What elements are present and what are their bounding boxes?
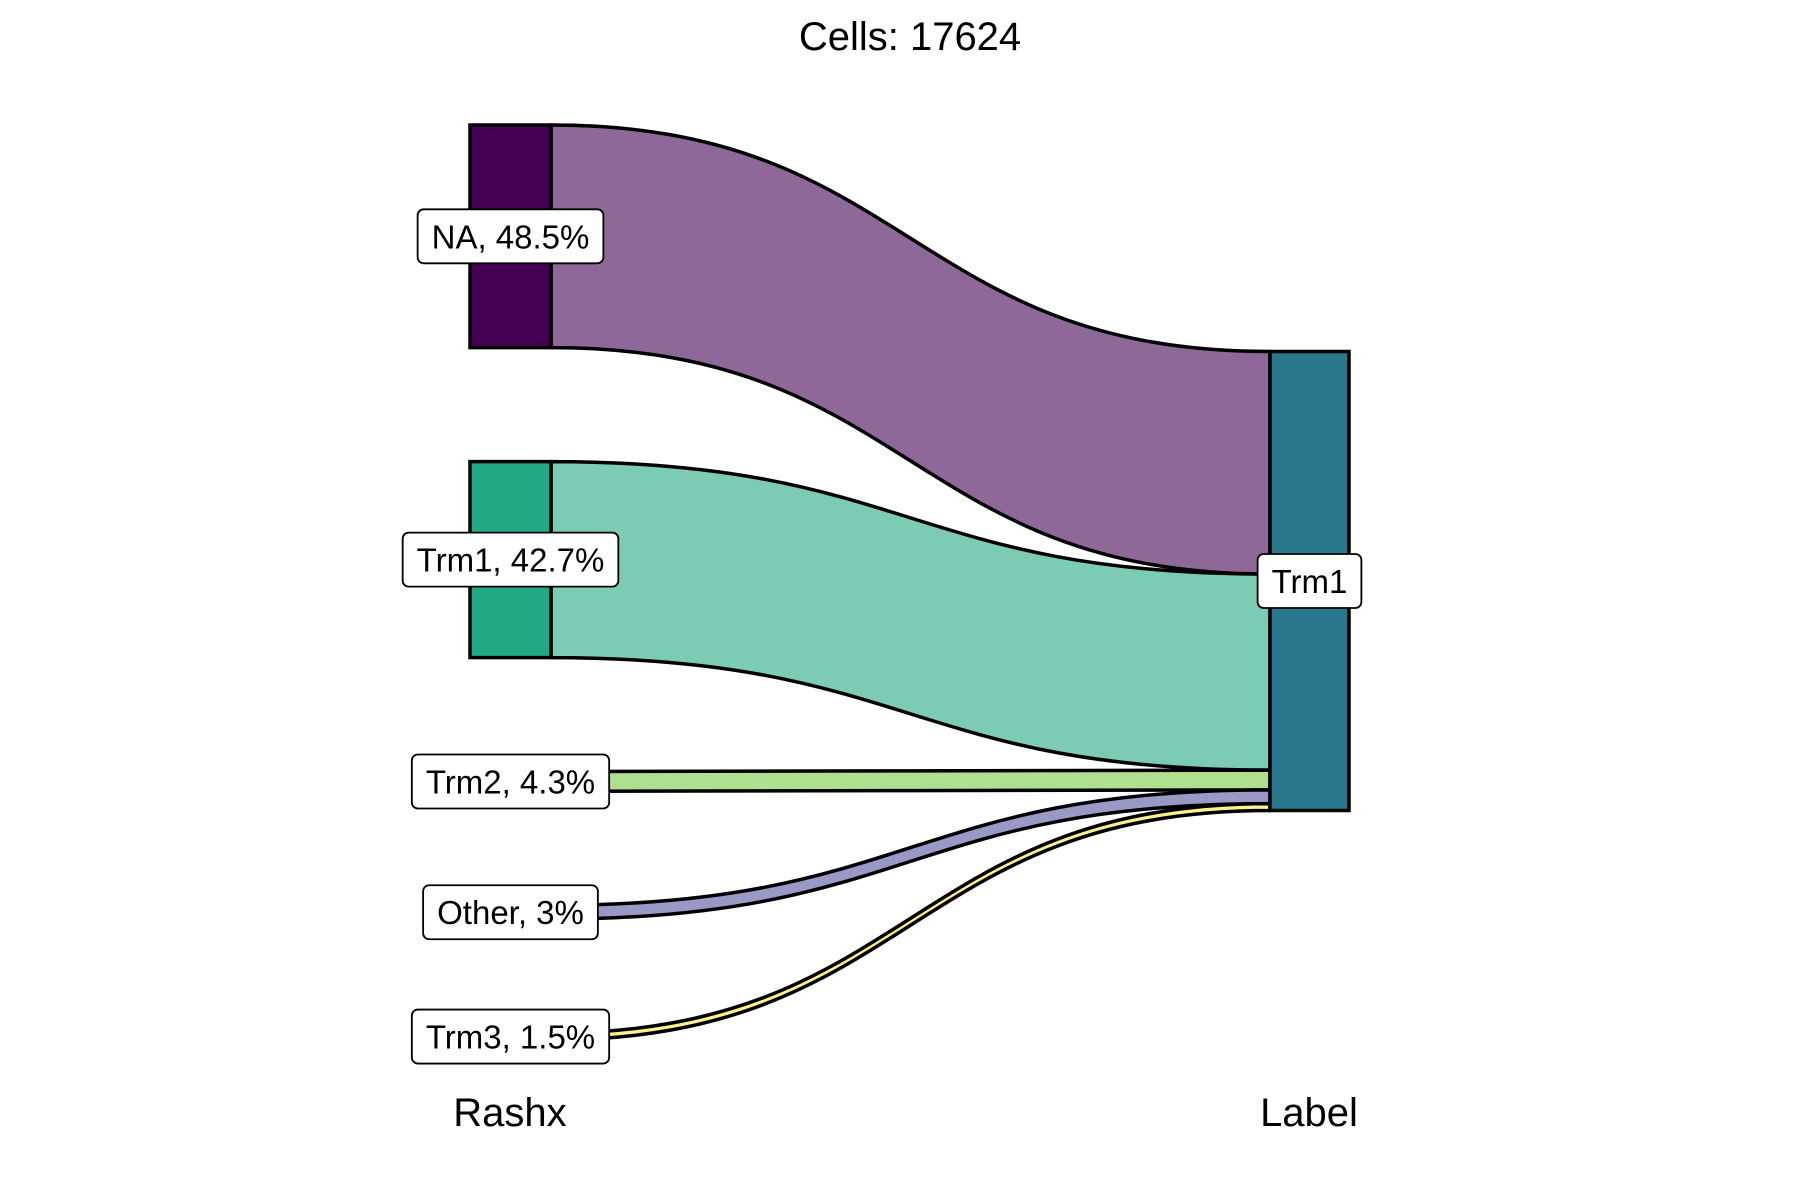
label-source-trm3-box (410, 1008, 611, 1065)
flow-other-to-trm1 (549, 788, 1272, 921)
label-source-na-box (416, 208, 605, 265)
label-source-other: Other, 3% (422, 884, 599, 941)
labels-group: NA, 48.5% Trm1, 42.7% Trm2, 4.3% Other, 3% T… (401, 208, 1363, 1065)
chart-title: Cells: 17624 (799, 15, 1021, 59)
axis-label-rashx: Rashx (453, 1091, 566, 1135)
label-target-trm1: Trm1 (1256, 553, 1363, 609)
label-source-trm3-text: Trm3, 1.5% (426, 1019, 595, 1056)
flows-group (549, 123, 1272, 1042)
label-source-trm1-box (401, 531, 620, 588)
label-source-na: NA, 48.5% (416, 208, 605, 265)
label-source-trm3: Trm3, 1.5% (410, 1008, 611, 1065)
flow-trm3-to-trm1 (549, 801, 1272, 1042)
label-source-trm1: Trm1, 42.7% (401, 531, 620, 588)
label-source-na-text: NA, 48.5% (432, 218, 590, 255)
label-source-other-text: Other, 3% (437, 894, 584, 931)
label-source-other-box (422, 884, 599, 941)
label-source-trm1-text: Trm1, 42.7% (417, 542, 605, 579)
label-source-trm2: Trm2, 4.3% (410, 753, 611, 810)
axis-label-label: Label (1260, 1091, 1358, 1135)
flow-trm2-to-trm1 (549, 768, 1272, 794)
label-target-trm1-box (1256, 553, 1363, 609)
label-source-trm2-text: Trm2, 4.3% (426, 763, 595, 800)
label-target-trm1-text: Trm1 (1272, 563, 1348, 600)
label-source-trm2-box (410, 753, 611, 810)
